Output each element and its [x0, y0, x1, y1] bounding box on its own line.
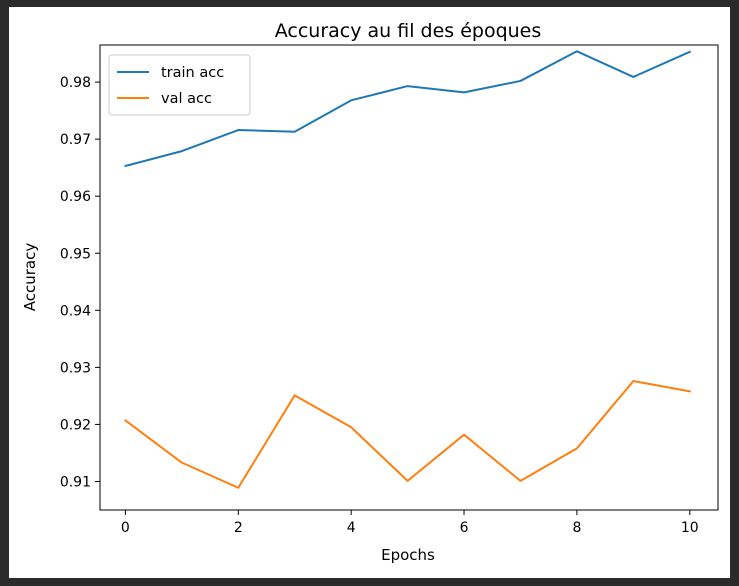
plot-frame	[99, 44, 719, 511]
chart-figure: Accuracy au fil des époques 0 2 4 6 8 10 0.91…	[9, 7, 730, 578]
legend: train acc val acc	[108, 54, 251, 116]
y-tick-label: 0.94	[60, 303, 91, 319]
legend-label-0: train acc	[161, 65, 224, 81]
legend-label-1: val acc	[161, 91, 212, 107]
y-tick-label: 0.97	[60, 132, 91, 148]
y-tick-label: 0.98	[60, 75, 91, 91]
x-axis: 0 2 4 6 8 10	[121, 510, 699, 536]
x-tick-label: 0	[121, 520, 130, 536]
x-tick-label: 6	[460, 520, 469, 536]
line-chart: Accuracy au fil des époques 0 2 4 6 8 10 0.91…	[21, 20, 719, 564]
x-axis-label: Epochs	[381, 546, 435, 564]
y-axis-label: Accuracy	[21, 243, 39, 312]
y-tick-label: 0.95	[60, 246, 91, 262]
chart-title: Accuracy au fil des époques	[275, 20, 542, 42]
legend-box	[108, 54, 251, 116]
y-tick-label: 0.93	[60, 360, 91, 376]
y-tick-label: 0.96	[60, 189, 91, 205]
x-tick-label: 8	[572, 520, 581, 536]
x-tick-label: 4	[347, 520, 356, 536]
y-axis: 0.91 0.92 0.93 0.94 0.95 0.96 0.97 0.98	[60, 75, 100, 490]
y-tick-label: 0.92	[60, 417, 91, 433]
series-line-1	[124, 380, 691, 489]
x-tick-label: 10	[681, 520, 699, 536]
plot-area	[124, 50, 692, 489]
y-tick-label: 0.91	[60, 474, 91, 490]
x-tick-label: 2	[234, 520, 243, 536]
